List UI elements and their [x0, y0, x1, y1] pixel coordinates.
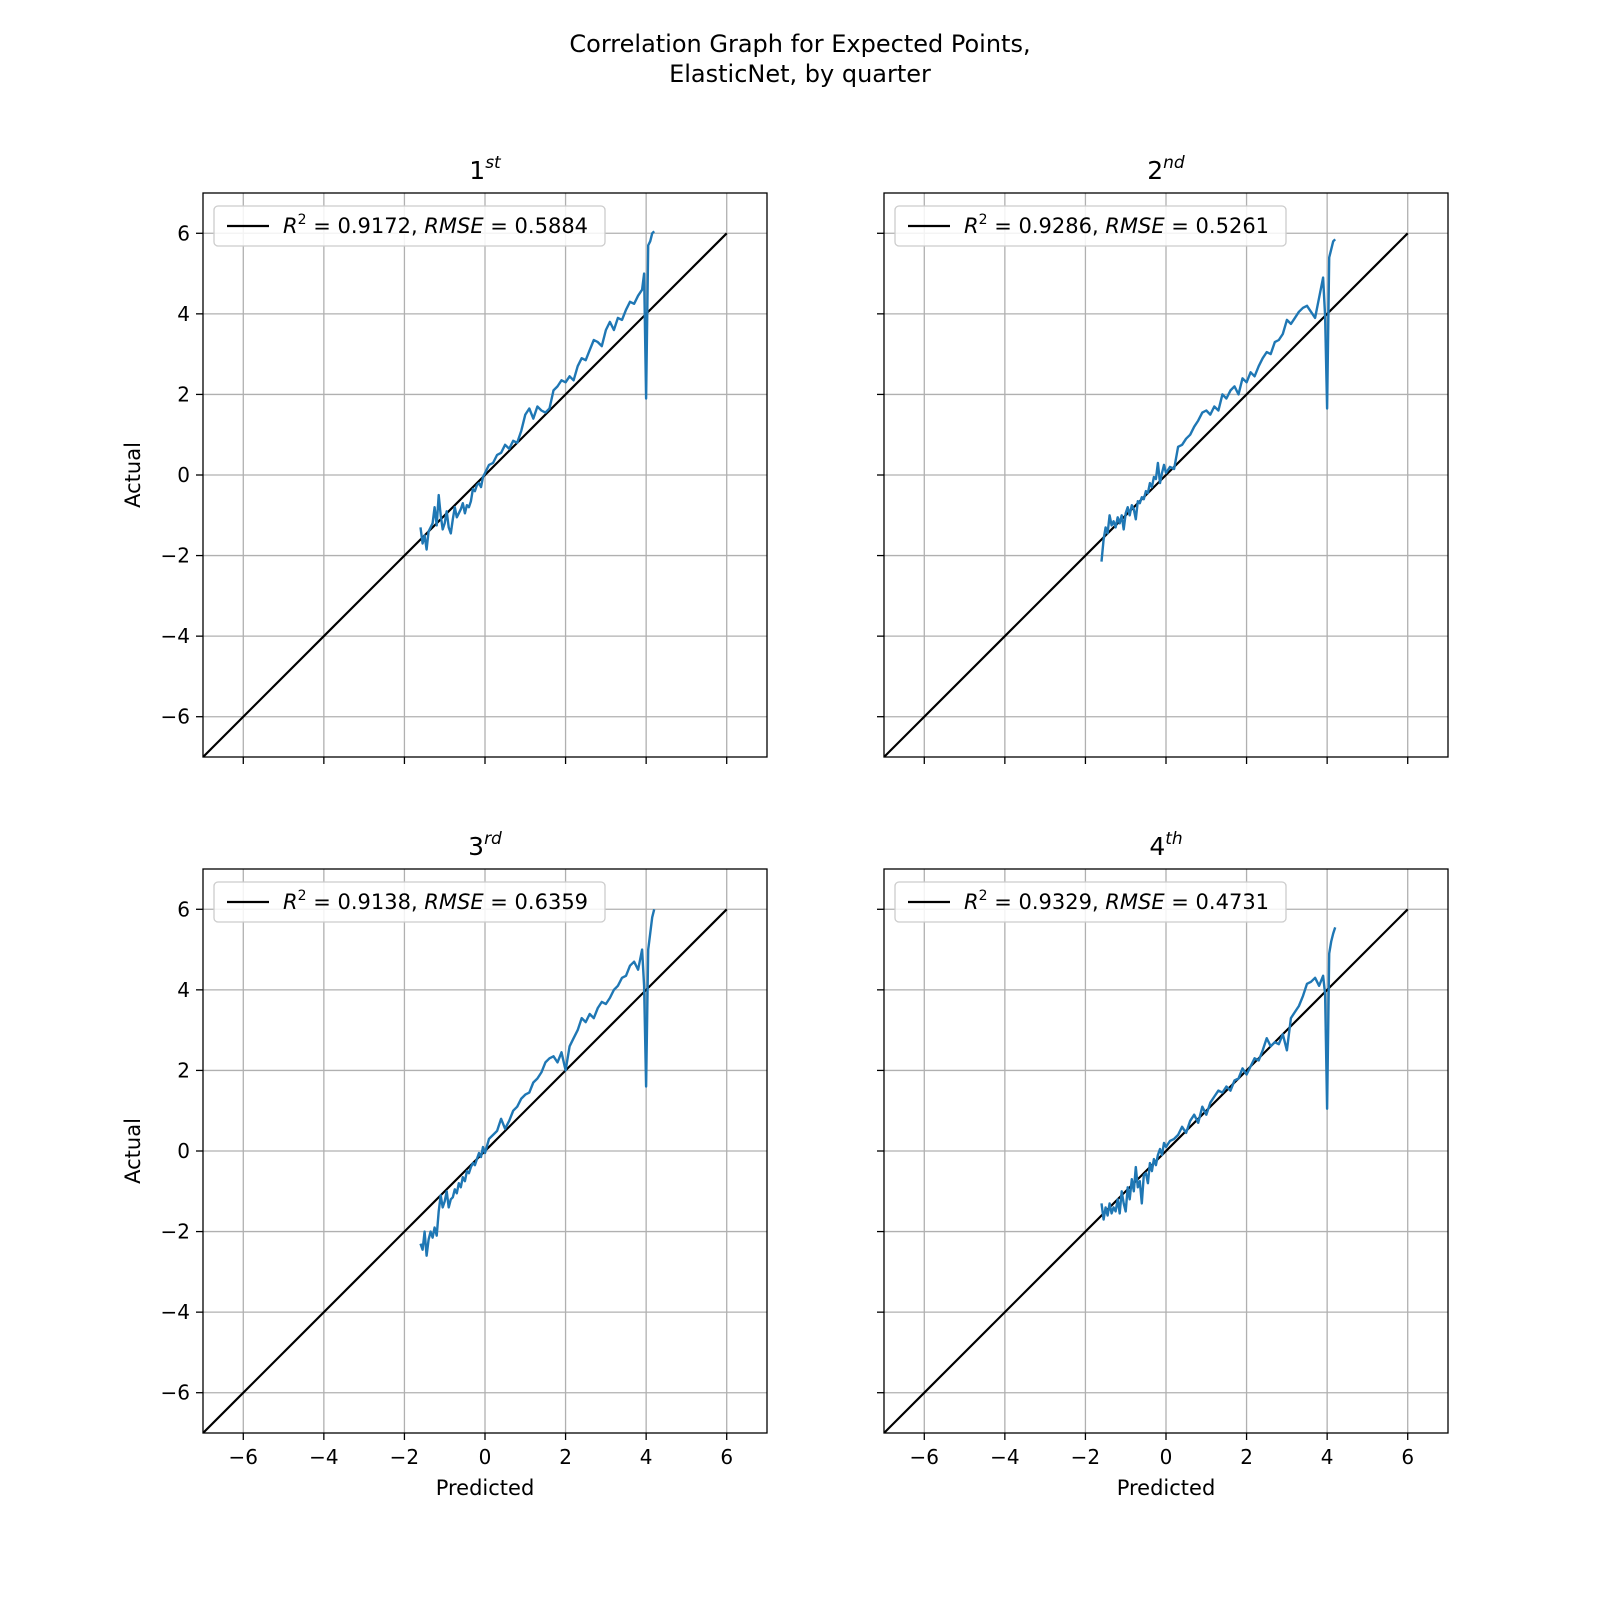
- subplot-title-suffix: nd: [1163, 153, 1185, 173]
- data-line: [419, 909, 656, 1257]
- legend-label-part: = 0.9329,: [988, 890, 1106, 914]
- legend-label: R2 = 0.9138, RMSE = 0.6359: [283, 888, 588, 914]
- y-tick-label: −6: [161, 705, 190, 729]
- subplot-title-number: 3: [468, 832, 484, 861]
- y-tick-label: 6: [177, 221, 190, 245]
- legend-label-part: = 0.6359: [484, 890, 588, 914]
- y-tick-label: 4: [177, 302, 190, 326]
- y-tick-label: 2: [177, 1058, 190, 1082]
- x-tick-label: 2: [559, 1445, 572, 1469]
- legend-box: [894, 881, 1287, 923]
- x-tick-label: −6: [229, 1445, 258, 1469]
- x-tick-label: 4: [1321, 1445, 1334, 1469]
- y-tick-label: −4: [161, 1300, 190, 1324]
- legend-label-part: R: [283, 890, 298, 914]
- legend-box: [213, 881, 606, 923]
- legend-box: [894, 205, 1287, 247]
- x-tick-label: 4: [640, 1445, 653, 1469]
- reference-line: [203, 232, 728, 757]
- legend: R2 = 0.9138, RMSE = 0.6359: [213, 881, 606, 923]
- legend-label-part: RMSE: [1105, 214, 1165, 238]
- data-line: [419, 230, 656, 551]
- legend-label-part: = 0.5261: [1165, 214, 1269, 238]
- figure-title-line2: ElasticNet, by quarter: [669, 60, 931, 88]
- legend-label-part: = 0.4731: [1165, 890, 1269, 914]
- legend-label-part: 2: [298, 212, 307, 228]
- x-tick-label: 2: [1240, 1445, 1253, 1469]
- x-tick-label: 6: [1401, 1445, 1414, 1469]
- y-tick-label: −4: [161, 624, 190, 648]
- subplot-title-suffix: st: [485, 153, 502, 173]
- x-tick-label: 0: [479, 1445, 492, 1469]
- y-tick-label: 6: [177, 897, 190, 921]
- y-tick-label: 0: [177, 463, 190, 487]
- x-tick-label: −4: [309, 1445, 338, 1469]
- legend: R2 = 0.9286, RMSE = 0.5261: [894, 205, 1287, 247]
- subplot-title-number: 1: [469, 156, 485, 185]
- subplot-title-number: 4: [1149, 832, 1165, 861]
- data-line: [1100, 927, 1337, 1221]
- x-tick-label: 0: [1160, 1445, 1173, 1469]
- legend-label-part: RMSE: [1105, 890, 1165, 914]
- legend-label-part: RMSE: [424, 890, 484, 914]
- x-tick-label: −2: [390, 1445, 419, 1469]
- legend-label-part: R: [964, 214, 979, 238]
- legend-label-part: R: [283, 214, 298, 238]
- x-axis-label: Predicted: [436, 1476, 535, 1500]
- legend-box: [213, 205, 606, 247]
- subplot-title-suffix: rd: [484, 829, 502, 849]
- legend: R2 = 0.9172, RMSE = 0.5884: [213, 205, 606, 247]
- x-tick-label: 6: [720, 1445, 733, 1469]
- legend-label-part: 2: [298, 888, 307, 904]
- legend-label-part: R: [964, 890, 979, 914]
- y-tick-label: 4: [177, 978, 190, 1002]
- legend-label-part: = 0.9138,: [307, 890, 425, 914]
- reference-line: [203, 908, 728, 1433]
- subplot-title-suffix: th: [1165, 829, 1182, 849]
- x-tick-label: −2: [1071, 1445, 1100, 1469]
- y-tick-label: −6: [161, 1381, 190, 1405]
- subplot-3: −6−6−4−4−2−200224466PredictedActual3rdR2…: [121, 829, 768, 1500]
- legend-label-part: = 0.9286,: [988, 214, 1106, 238]
- subplot-title: 4th: [1149, 829, 1182, 861]
- y-tick-label: 2: [177, 382, 190, 406]
- y-axis-label: Actual: [121, 1118, 145, 1184]
- x-axis-label: Predicted: [1117, 1476, 1216, 1500]
- y-tick-label: −2: [161, 1220, 190, 1244]
- legend-label-part: RMSE: [424, 214, 484, 238]
- data-line: [1100, 238, 1337, 562]
- y-tick-label: 0: [177, 1139, 190, 1163]
- legend: R2 = 0.9329, RMSE = 0.4731: [894, 881, 1287, 923]
- y-axis-label: Actual: [121, 442, 145, 508]
- subplot-title: 1st: [469, 153, 502, 185]
- y-tick-label: −2: [161, 544, 190, 568]
- legend-label: R2 = 0.9286, RMSE = 0.5261: [964, 212, 1269, 238]
- x-tick-label: −6: [910, 1445, 939, 1469]
- reference-line: [884, 908, 1409, 1433]
- legend-label: R2 = 0.9172, RMSE = 0.5884: [283, 212, 588, 238]
- legend-label-part: = 0.9172,: [307, 214, 425, 238]
- x-tick-label: −4: [990, 1445, 1019, 1469]
- subplot-title: 2nd: [1147, 153, 1185, 185]
- subplot-title: 3rd: [468, 829, 502, 861]
- legend-label-part: 2: [979, 212, 988, 228]
- figure-title-line1: Correlation Graph for Expected Points,: [569, 30, 1030, 58]
- legend-label-part: 2: [979, 888, 988, 904]
- subplot-title-number: 2: [1147, 156, 1163, 185]
- legend-label-part: = 0.5884: [484, 214, 588, 238]
- legend-label: R2 = 0.9329, RMSE = 0.4731: [964, 888, 1269, 914]
